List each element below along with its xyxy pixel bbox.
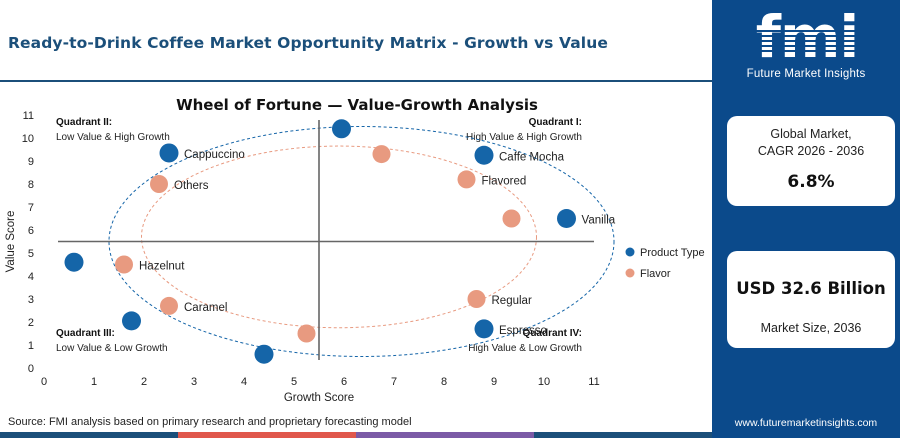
footer-bar-segment (0, 432, 178, 438)
fmi-logo[interactable]: fmi Future Market Insights (712, 0, 900, 96)
logo-tagline: Future Market Insights (746, 68, 866, 80)
cagr-label-line-1: Global Market, (770, 127, 852, 141)
legend-label: Product Type (640, 247, 705, 259)
page-title: Ready-to-Drink Coffee Market Opportunity… (8, 34, 608, 52)
flavor-point (457, 170, 476, 189)
quadrant-labels: Quadrant II: Low Value & High Growth Quadr… (56, 117, 582, 354)
quadrant-title: Quadrant I: (529, 117, 582, 128)
logo-wordmark: fmi (755, 3, 860, 71)
flavor-orbit (141, 145, 537, 329)
footer-color-bar (0, 432, 712, 438)
x-tick-label: 3 (191, 376, 197, 388)
x-tick-label: 0 (41, 376, 47, 388)
y-tick-label: 5 (28, 248, 34, 260)
y-tick-label: 6 (28, 225, 34, 237)
x-tick-label: 11 (588, 376, 599, 388)
flavor-point (297, 324, 316, 343)
flavor-point (372, 145, 391, 164)
quadrant-description: High Value & Low Growth (468, 343, 582, 354)
y-tick-label: 7 (28, 202, 34, 214)
x-tick-label: 7 (391, 376, 397, 388)
y-tick-label: 11 (23, 110, 34, 122)
product-type-point (159, 143, 179, 163)
x-tick-label: 1 (91, 376, 97, 388)
logo-stripes (740, 30, 874, 58)
flavor-point (115, 255, 133, 274)
x-tick-label: 10 (538, 376, 550, 388)
cagr-label-line-2: CAGR 2026 - 2036 (757, 144, 865, 158)
y-axis-label: Value Score (5, 211, 17, 273)
flavor-point (502, 209, 521, 228)
flavor-point (150, 175, 168, 193)
quadrant-title: Quadrant III: (56, 328, 115, 339)
chart-title: Wheel of Fortune — Value-Growth Analysis (176, 96, 538, 114)
website-link[interactable]: www.futuremarketinsights.com (734, 417, 878, 429)
point-label: Regular (492, 295, 532, 307)
x-axis-label: Growth Score (284, 392, 354, 404)
source-note: Source: FMI analysis based on primary re… (8, 416, 412, 428)
point-label: Vanilla (582, 215, 616, 227)
footer-bar-segment (534, 432, 712, 438)
cagr-label: Global Market, CAGR 2026 - 2036 (727, 116, 895, 160)
y-tick-label: 4 (28, 271, 34, 283)
cagr-value: 6.8% (787, 172, 835, 192)
product-type-orbit (108, 126, 615, 357)
y-tick-label: 0 (28, 363, 34, 375)
axes: 0 1 2 3 4 5 6 7 8 9 10 11 0 1 2 3 4 5 6 7 8 9 10 11 Growth Score… (5, 110, 600, 404)
flavor-point (467, 290, 486, 308)
market-size-card: USD 32.6 Billion Market Size, 2036 (727, 251, 895, 348)
x-tick-label: 5 (291, 376, 297, 388)
data-points: Cappuccino Caffe Mocha Vanilla Espresso Othe… (64, 119, 616, 364)
x-tick-label: 8 (441, 376, 447, 388)
x-tick-label: 6 (341, 376, 347, 388)
product-type-point (332, 119, 351, 139)
legend-label: Flavor (640, 268, 671, 280)
quadrant-title: Quadrant IV: (523, 328, 582, 339)
legend: Product Type Flavor (625, 247, 705, 280)
title-rule (0, 80, 712, 82)
point-label: Hazelnut (139, 261, 185, 273)
x-tick-label: 4 (241, 376, 247, 388)
legend-marker (625, 268, 635, 278)
point-label: Others (174, 180, 209, 192)
point-label: Caffe Mocha (499, 151, 565, 163)
product-type-point (474, 319, 494, 339)
legend-marker (625, 247, 635, 257)
orbit-paths (108, 126, 615, 357)
quadrant-title: Quadrant II: (56, 117, 112, 128)
point-label: Cappuccino (184, 149, 245, 161)
x-tick-label: 9 (491, 376, 497, 388)
product-type-point (122, 311, 141, 331)
quadrant-description: High Value & High Growth (466, 132, 582, 143)
market-size-value: USD 32.6 Billion (736, 279, 886, 298)
y-tick-label: 10 (22, 133, 34, 145)
point-label: Caramel (184, 302, 227, 314)
x-tick-label: 2 (141, 376, 147, 388)
quadrant-description: Low Value & High Growth (56, 132, 170, 143)
chart-frame: Wheel of Fortune — Value-Growth Analysis… (2, 90, 706, 408)
y-tick-label: 2 (28, 317, 34, 329)
flavor-point (160, 296, 178, 315)
product-type-point (64, 252, 84, 272)
footer-bar-segment (178, 432, 356, 438)
product-type-point (254, 344, 274, 364)
product-type-point (557, 209, 576, 228)
product-type-point (474, 145, 494, 165)
y-tick-label: 9 (28, 156, 34, 168)
point-label: Espresso (499, 325, 547, 337)
market-size-label: Market Size, 2036 (760, 321, 862, 335)
sidebar: fmi Future Market Insights Global Market… (712, 0, 900, 438)
cagr-card: Global Market, CAGR 2026 - 2036 6.8% (727, 116, 895, 206)
y-tick-label: 8 (28, 179, 34, 191)
opportunity-matrix-chart: Wheel of Fortune — Value-Growth Analysis… (5, 96, 705, 404)
point-label: Flavored (482, 175, 527, 187)
footer-bar-segment (356, 432, 534, 438)
quadrant-description: Low Value & Low Growth (56, 343, 168, 354)
y-tick-label: 1 (28, 340, 34, 352)
y-tick-label: 3 (28, 294, 34, 306)
